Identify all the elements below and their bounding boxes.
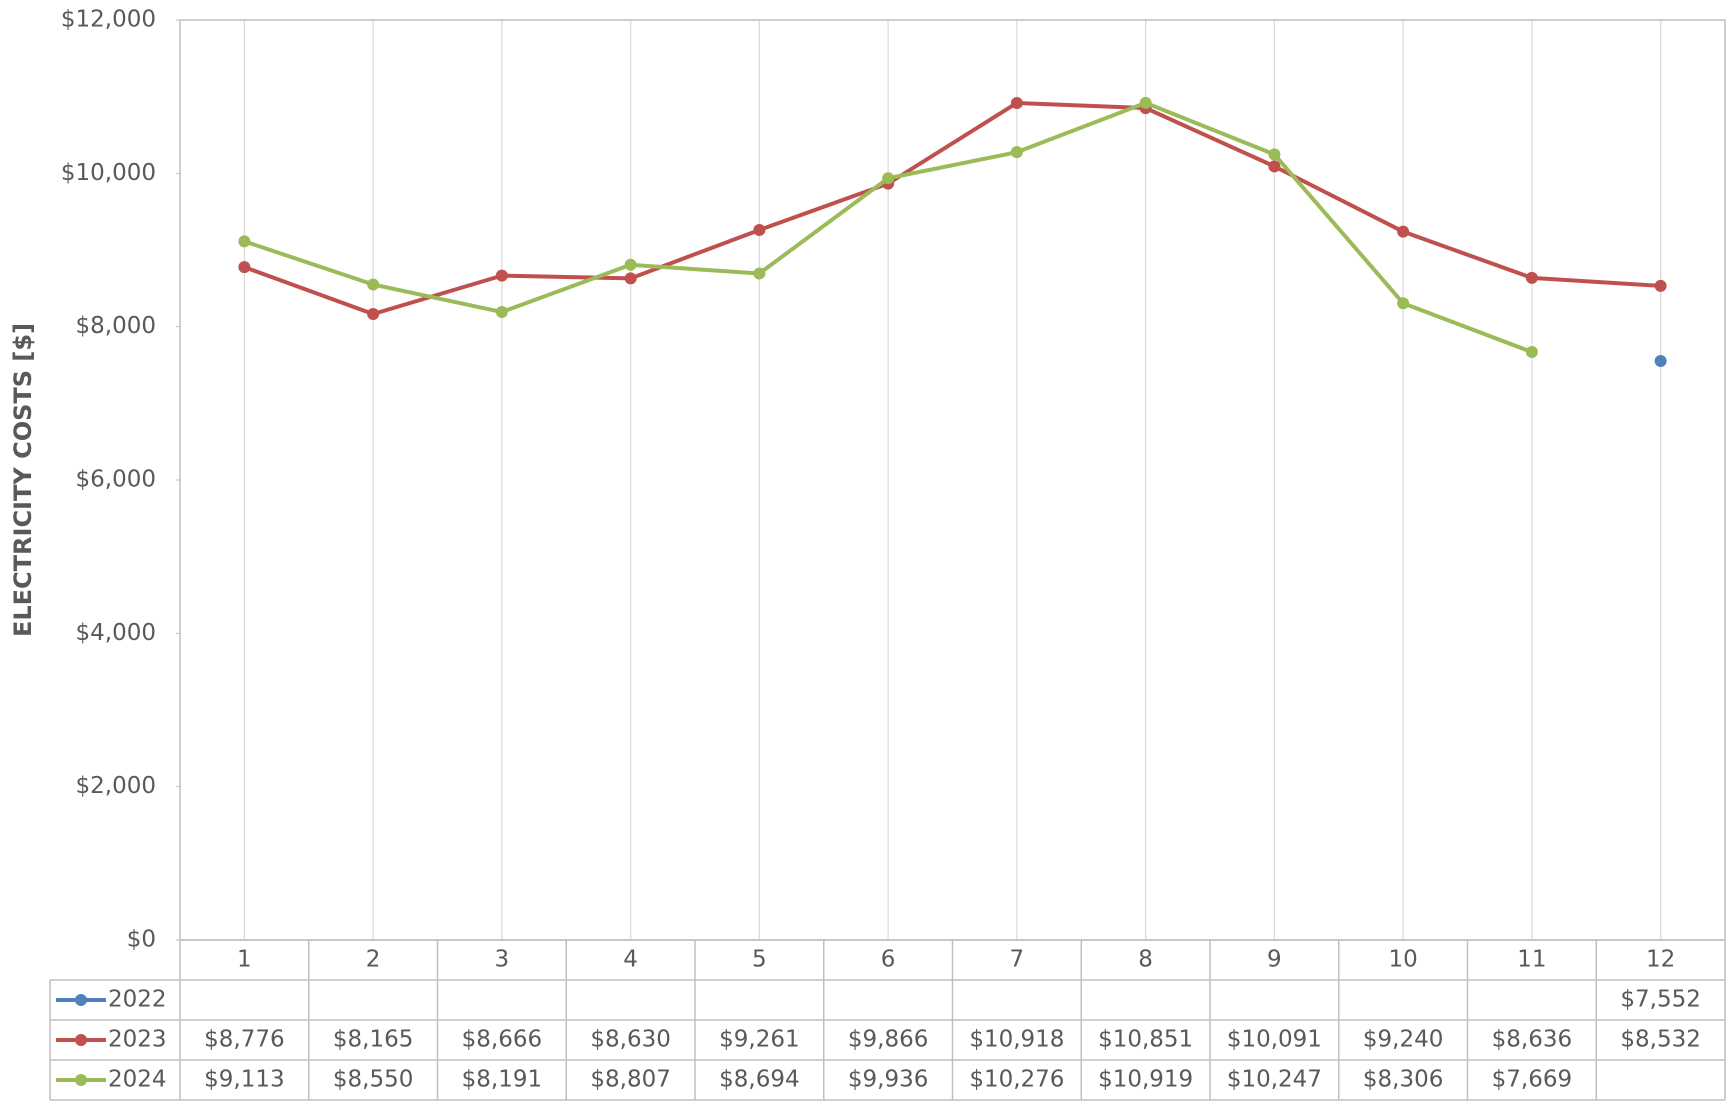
table-value: $9,240	[1363, 1027, 1443, 1053]
y-tick-label: $8,000	[76, 313, 156, 339]
x-tick-label: 8	[1138, 947, 1153, 973]
legend-marker	[75, 1074, 87, 1086]
marker	[1654, 355, 1667, 368]
table-value: $8,191	[462, 1067, 542, 1093]
y-tick-label: $0	[127, 927, 156, 953]
table-value: $8,630	[590, 1027, 670, 1053]
table-value: $8,694	[719, 1067, 799, 1093]
legend-marker	[75, 994, 87, 1006]
legend-label: 2024	[108, 1067, 167, 1093]
table-value: $10,276	[969, 1067, 1064, 1093]
x-tick-label: 2	[366, 947, 381, 973]
y-tick-label: $4,000	[76, 620, 156, 646]
table-value: $8,550	[333, 1067, 413, 1093]
legend-label: 2023	[108, 1027, 167, 1053]
legend-label: 2022	[108, 987, 167, 1013]
x-tick-label: 9	[1267, 947, 1282, 973]
table-value: $8,807	[590, 1067, 670, 1093]
y-tick-label: $2,000	[76, 773, 156, 799]
table-value: $10,247	[1227, 1067, 1322, 1093]
marker	[1525, 346, 1538, 359]
table-value: $9,866	[848, 1027, 928, 1053]
marker	[1010, 146, 1023, 159]
plot-border	[179, 19, 1726, 941]
table-value: $8,666	[462, 1027, 542, 1053]
y-tick-label: $6,000	[76, 467, 156, 493]
x-tick-label: 4	[623, 947, 638, 973]
legend-marker	[75, 1034, 87, 1046]
table-value: $8,165	[333, 1027, 413, 1053]
table-value: $10,918	[969, 1027, 1064, 1053]
marker	[624, 258, 637, 271]
marker	[1654, 279, 1667, 292]
y-tick-label: $10,000	[61, 160, 156, 186]
marker	[495, 269, 508, 282]
marker	[1139, 96, 1152, 109]
marker	[753, 223, 766, 236]
marker	[495, 306, 508, 319]
table-value: $8,532	[1620, 1027, 1700, 1053]
marker	[1268, 160, 1281, 173]
x-tick-label: 3	[495, 947, 510, 973]
table-value: $7,552	[1620, 987, 1700, 1013]
table-value: $10,851	[1098, 1027, 1193, 1053]
x-tick-label: 1	[237, 947, 252, 973]
table-value: $10,091	[1227, 1027, 1322, 1053]
x-tick-label: 10	[1388, 947, 1417, 973]
x-tick-label: 6	[881, 947, 896, 973]
x-tick-label: 5	[752, 947, 767, 973]
marker	[1525, 271, 1538, 284]
marker	[238, 235, 251, 248]
table-value: $8,636	[1492, 1027, 1572, 1053]
marker	[882, 172, 895, 185]
marker	[1010, 96, 1023, 109]
x-tick-label: 12	[1646, 947, 1675, 973]
marker	[1268, 148, 1281, 161]
series-line	[243, 100, 1661, 317]
marker	[624, 272, 637, 285]
marker	[1397, 225, 1410, 238]
marker	[753, 267, 766, 280]
marker	[1397, 297, 1410, 310]
y-tick-label: $12,000	[61, 7, 156, 33]
table-value: $9,113	[204, 1067, 284, 1093]
table-value: $8,306	[1363, 1067, 1443, 1093]
table-value: $10,919	[1098, 1067, 1193, 1093]
table-value: $9,936	[848, 1067, 928, 1093]
table-value: $7,669	[1492, 1067, 1572, 1093]
x-tick-label: 7	[1010, 947, 1025, 973]
marker	[367, 308, 380, 321]
table-value: $9,261	[719, 1027, 799, 1053]
table-value: $8,776	[204, 1027, 284, 1053]
x-tick-label: 11	[1517, 947, 1546, 973]
marker	[367, 278, 380, 291]
marker	[238, 261, 251, 274]
y-axis-title: ELECTRICITY COSTS [$]	[9, 323, 37, 637]
